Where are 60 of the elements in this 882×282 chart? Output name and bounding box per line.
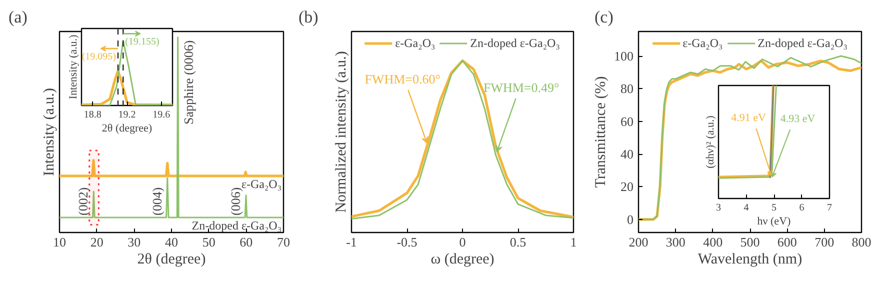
- x-tick-label: 200: [628, 234, 648, 250]
- annotation: (006): [228, 187, 243, 216]
- x-tick-label: 0: [459, 234, 466, 250]
- x-tick-label: 6: [799, 202, 804, 214]
- chart-title: (b): [298, 8, 318, 26]
- series-label: ε-Ga₂O₃: [241, 176, 282, 191]
- x-tick-label: 19.2: [118, 110, 136, 120]
- x-tick-label: -1: [346, 234, 357, 250]
- x-tick-label: 18.8: [84, 110, 102, 120]
- y-axis-title: Transmittance (%): [593, 76, 609, 188]
- x-axis-title: hν (eV): [757, 216, 792, 228]
- annotation: Sapphire (0006): [180, 40, 196, 124]
- y-axis-title: Intensity (a.u.): [42, 88, 58, 176]
- annotation: (19.095): [82, 52, 116, 63]
- y-axis-title: (αhν)² (a.u.): [704, 115, 716, 168]
- x-tick-label: 1: [570, 234, 577, 250]
- x-tick-label: 19.6: [152, 110, 170, 120]
- x-tick-label: 300: [666, 234, 686, 250]
- x-axis-title: ω (degree): [430, 252, 494, 268]
- annotation: (19.155): [125, 36, 160, 48]
- y-tick-label: 40: [620, 146, 634, 162]
- legend-label: Zn-doped ε-Ga₂O₃: [758, 36, 848, 50]
- legend-label: Zn-doped ε-Ga₂O₃: [470, 36, 560, 50]
- chart-title: (c): [594, 8, 614, 26]
- x-tick-label: 70: [277, 234, 290, 250]
- legend-label: ε-Ga₂O₃: [395, 36, 436, 50]
- x-tick-label: 7: [827, 202, 832, 214]
- x-axis-title: 2θ (degree): [102, 122, 152, 134]
- y-tick-label: 80: [620, 81, 634, 96]
- annotation: (004): [149, 187, 164, 216]
- y-axis-title: Normalized intensity (a.u.): [334, 51, 350, 213]
- x-tick-label: 60: [240, 234, 253, 250]
- x-tick-label: 600: [777, 234, 797, 250]
- x-axis-title: Wavelength (nm): [698, 252, 802, 268]
- y-tick-label: 20: [620, 179, 634, 194]
- x-tick-label: 30: [128, 234, 141, 250]
- annotation: 4.91 eV: [731, 112, 766, 124]
- chart-title: (a): [8, 8, 28, 26]
- x-tick-label: 3: [716, 202, 721, 214]
- x-tick-label: 4: [744, 202, 749, 214]
- x-tick-label: -0.5: [396, 234, 418, 250]
- x-tick-label: 5: [772, 202, 776, 214]
- legend-label: ε-Ga₂O₃: [682, 36, 723, 50]
- annotation: 4.93 eV: [780, 113, 816, 126]
- annotation: (002): [76, 187, 91, 216]
- x-tick-label: 20: [90, 234, 104, 250]
- x-tick-label: 800: [852, 234, 872, 250]
- annotation: FWHM=0.60°: [364, 71, 440, 86]
- x-tick-label: 40: [165, 234, 178, 250]
- x-tick-label: 50: [202, 234, 216, 250]
- x-axis-title: 2θ (degree): [137, 252, 206, 268]
- x-tick-label: 700: [814, 234, 834, 250]
- x-tick-label: 10: [53, 234, 66, 250]
- series-label: Zn-doped ε-Ga₂O₃: [192, 218, 282, 232]
- y-tick-label: 100: [614, 48, 634, 64]
- x-tick-label: 0.5: [510, 234, 526, 250]
- y-axis-title: Intensity (a.u.): [68, 34, 80, 100]
- x-tick-label: 500: [740, 234, 760, 250]
- annotation: FWHM=0.49°: [483, 80, 560, 96]
- x-tick-label: 400: [703, 234, 723, 250]
